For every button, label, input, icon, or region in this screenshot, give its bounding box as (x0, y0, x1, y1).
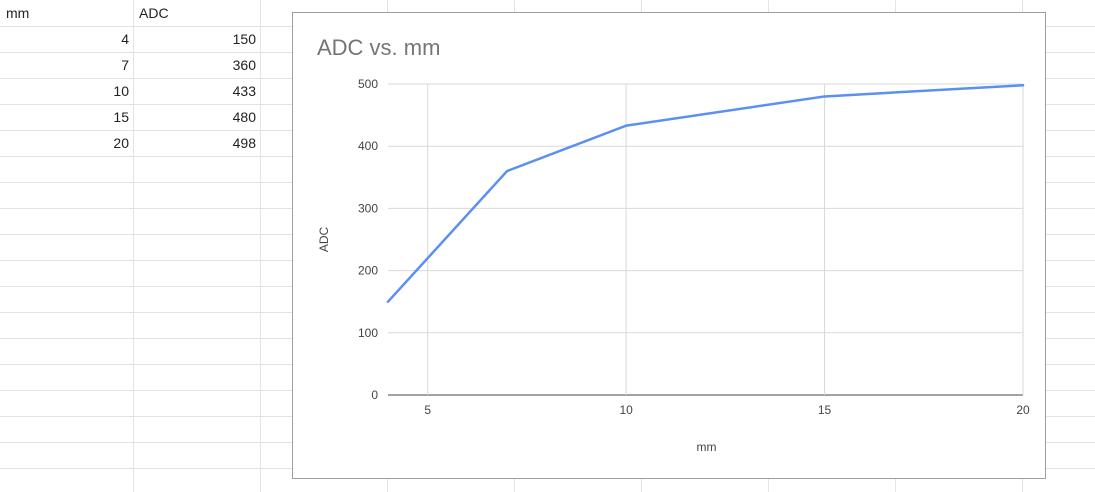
data-point-0-2 (624, 124, 628, 127)
chart-title: ADC vs. mm (317, 35, 440, 60)
cell-mm-3[interactable]: 10 (113, 83, 129, 99)
cell-mm-5[interactable]: 20 (113, 135, 129, 151)
y-tick-label: 0 (371, 388, 378, 402)
cell-adc-2[interactable]: 360 (232, 57, 256, 73)
cell-mm-1[interactable]: 4 (121, 31, 129, 47)
cell-adc-5[interactable]: 498 (232, 135, 256, 151)
cell-adc-4[interactable]: 480 (232, 109, 256, 125)
data-point-0-1 (505, 169, 509, 173)
cell-adc-1[interactable]: 150 (232, 31, 256, 47)
cell-mm-2[interactable]: 7 (121, 57, 129, 73)
data-point-0-0 (386, 300, 390, 303)
x-tick-label: 20 (1016, 403, 1030, 417)
y-tick-label: 300 (358, 201, 378, 215)
cell-mm-4[interactable]: 15 (113, 109, 129, 125)
y-tick-label: 400 (358, 139, 378, 153)
x-tick-label: 10 (619, 403, 633, 417)
chart-container[interactable]: ADC vs. mm 0 100 200 300 400 500 5 10 15 20 mm ADC (292, 12, 1046, 479)
y-tick-label: 100 (358, 326, 378, 340)
series-line-0 (386, 83, 1025, 303)
line-chart: ADC vs. mm 0 100 200 300 400 500 5 10 15 20 mm ADC (317, 35, 1030, 454)
y-axis-title: ADC (317, 227, 331, 253)
x-tick-label: 5 (424, 403, 431, 417)
y-tick-label: 500 (358, 77, 378, 91)
data-point-0-4 (1021, 84, 1025, 87)
header-cell-mm[interactable]: mm (6, 5, 30, 21)
header-cell-adc[interactable]: ADC (139, 5, 169, 21)
x-axis-title: mm (697, 440, 717, 454)
y-tick-label: 200 (358, 264, 378, 278)
x-tick-label: 15 (818, 403, 832, 417)
cell-adc-3[interactable]: 433 (232, 83, 256, 99)
data-point-0-3 (823, 95, 826, 98)
